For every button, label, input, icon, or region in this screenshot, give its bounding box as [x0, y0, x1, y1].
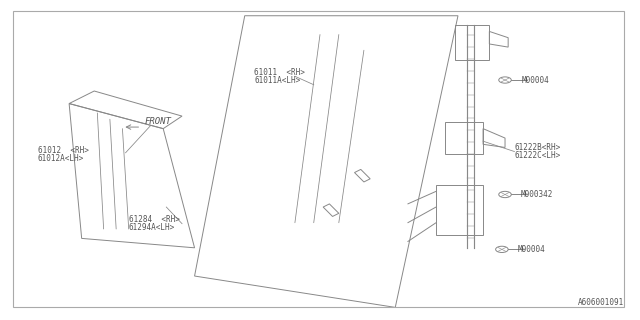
Text: 61011  <RH>: 61011 <RH> [254, 68, 305, 77]
Text: M00004: M00004 [522, 76, 550, 84]
Text: 61011A<LH>: 61011A<LH> [254, 76, 300, 84]
Text: 61294A<LH>: 61294A<LH> [129, 223, 175, 232]
Text: 61222B<RH>: 61222B<RH> [515, 143, 561, 152]
Text: M00004: M00004 [518, 245, 545, 254]
Text: FRONT: FRONT [145, 116, 172, 125]
Text: 61012A<LH>: 61012A<LH> [38, 154, 84, 163]
Text: M000342: M000342 [521, 190, 553, 199]
Text: 61284  <RH>: 61284 <RH> [129, 215, 180, 224]
Text: A606001091: A606001091 [578, 298, 624, 308]
Text: 61012  <RH>: 61012 <RH> [38, 146, 88, 155]
Text: 61222C<LH>: 61222C<LH> [515, 151, 561, 160]
